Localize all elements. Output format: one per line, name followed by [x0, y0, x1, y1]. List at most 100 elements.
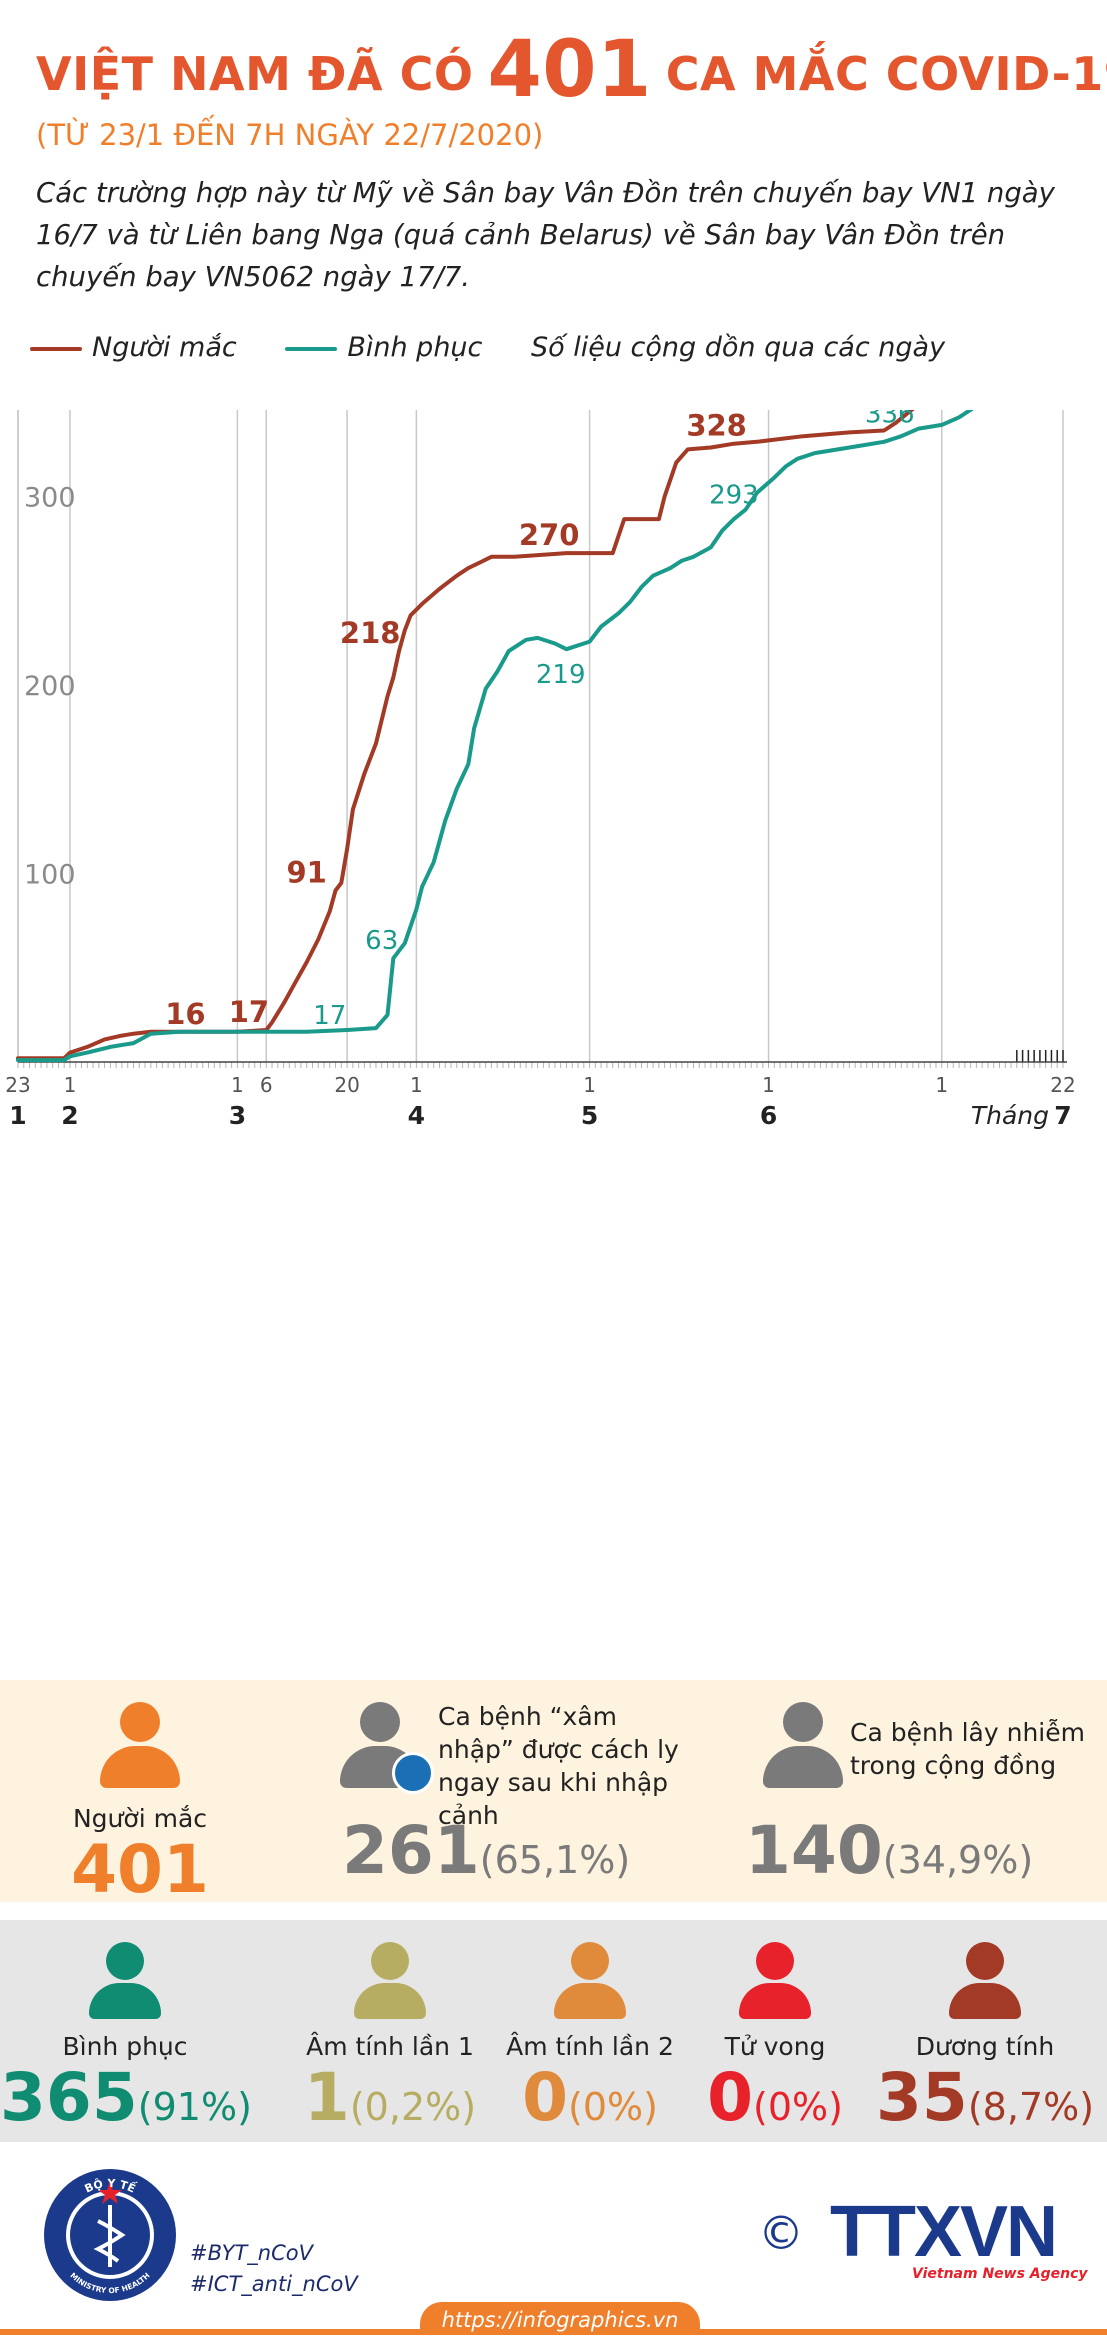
person-icon: [354, 1942, 426, 2020]
data-label-recovered: 336: [865, 410, 915, 430]
hashtags: #BYT_nCoV #ICT_anti_nCoV: [190, 2238, 358, 2300]
stat-value-group: 0(0%): [490, 2061, 690, 2135]
stat-value: 261: [342, 1812, 480, 1889]
source-url[interactable]: https://infographics.vn: [420, 2302, 700, 2335]
page-title: VIỆT NAM ĐÃ CÓ 401 CA MẮC COVID-19: [36, 30, 1107, 114]
stat-deaths: Tử vong 0(0%): [690, 1942, 860, 2135]
data-label-cases: 91: [286, 855, 326, 889]
x-tick-day-label: 20: [334, 1073, 359, 1097]
legend-cases-swatch: [30, 346, 82, 351]
globe-icon: [392, 1752, 434, 1794]
cumulative-line-chart: 10020030040023112136201415161227Tháng 16…: [5, 410, 1076, 1131]
stat-label: Ca bệnh “xâm nhập” được cách ly ngay sau…: [438, 1702, 679, 1830]
hashtag-byt[interactable]: #BYT_nCoV: [190, 2241, 313, 2265]
data-label-cases: 328: [686, 410, 747, 443]
legend-cases-label: Người mắc: [92, 332, 237, 363]
stat-percent: (65,1%): [479, 1838, 631, 1882]
ttxvn-wordmark: TTXVN: [830, 2192, 1058, 2272]
x-tick-day-label: 1: [935, 1073, 948, 1097]
stat-value-group: 0(0%): [690, 2061, 860, 2135]
stat-value: 0: [522, 2059, 568, 2136]
ministry-of-health-logo: BỘ Y TẾ MINISTRY OF HEALTH: [44, 2169, 176, 2301]
x-tick-month-label: 7: [1054, 1101, 1071, 1130]
stat-value-group: 140(34,9%): [745, 1814, 1033, 1888]
title-prefix: VIỆT NAM ĐÃ CÓ: [36, 47, 474, 101]
person-icon: [949, 1942, 1021, 2020]
data-label-cases: 218: [340, 616, 401, 650]
series-line-recovered: [16, 410, 974, 1063]
person-icon: [100, 1702, 180, 1790]
data-label-recovered: 293: [709, 481, 759, 511]
stat-value-group: 35(8,7%): [870, 2061, 1100, 2135]
stat-value: 401: [71, 1831, 209, 1908]
person-globe-icon: [340, 1702, 434, 1794]
stat-label: Người mắc: [72, 1804, 208, 1833]
footer-bar: https://infographics.vn: [0, 2302, 1107, 2335]
stat-label: Âm tính lần 2: [506, 2032, 674, 2061]
person-icon: [554, 1942, 626, 2020]
stat-percent: (0%): [753, 2085, 843, 2129]
x-tick-month-label: 3: [229, 1101, 246, 1130]
stat-percent: (34,9%): [882, 1838, 1034, 1882]
stat-label: Ca bệnh lây nhiễm trong cộng đồng: [850, 1718, 1085, 1780]
title-number: 401: [487, 25, 652, 115]
series-line-cases: [16, 410, 915, 1061]
ministry-name-vi: BỘ Y TẾ: [83, 2177, 139, 2196]
chart-legend: Người mắc Bình phục Số liệu cộng dồn qua…: [30, 332, 985, 363]
y-tick-label: 300: [24, 483, 76, 514]
y-tick-label: 100: [24, 860, 76, 891]
caduceus-icon: [93, 2205, 126, 2267]
stat-percent: (91%): [137, 2085, 252, 2129]
data-label-cases: 17: [229, 995, 269, 1029]
chart-series: [16, 410, 974, 1063]
x-tick-day-label: 6: [260, 1073, 273, 1097]
stat-percent: (8,7%): [967, 2085, 1095, 2129]
stat-value: 365: [0, 2059, 138, 2136]
chart-data-labels: 1617912182703283554011763219293336365: [165, 410, 915, 1031]
hashtag-ict[interactable]: #ICT_anti_nCoV: [190, 2272, 358, 2296]
stat-value-group: 365(91%): [0, 2059, 252, 2136]
stat-label: Âm tính lần 1: [306, 2032, 474, 2061]
ttxvn-logo: TTXVN Vietnam News Agency: [830, 2196, 1088, 2282]
stats-panel-outcome: Bình phục 365(91%) Âm tính lần 1 1(0,2%)…: [0, 1920, 1107, 2142]
legend-cases: Người mắc: [30, 332, 237, 363]
stat-value: 0: [707, 2059, 753, 2136]
star-icon: [98, 2181, 122, 2204]
x-tick-day-label: 1: [231, 1073, 244, 1097]
data-label-cases: 270: [519, 518, 580, 552]
stat-recovered: Bình phục 365(91%): [0, 1942, 252, 2136]
x-tick-day-label: 1: [410, 1073, 423, 1097]
x-tick-day-label: 22: [1050, 1073, 1075, 1097]
y-tick-label: 200: [24, 671, 76, 702]
stat-value-group: 261(65,1%): [342, 1814, 630, 1888]
person-icon: [739, 1942, 811, 2020]
stat-value-group: 1(0,2%): [290, 2061, 490, 2135]
legend-recovered-label: Bình phục: [347, 332, 483, 363]
title-suffix: CA MẮC COVID-19: [665, 47, 1107, 101]
person-icon: [89, 1942, 161, 2020]
x-axis-month-prefix: Tháng: [971, 1101, 1049, 1130]
legend-note: Số liệu cộng dồn qua các ngày: [530, 332, 946, 363]
person-icon: [763, 1702, 843, 1790]
stat-percent: (0,2%): [349, 2085, 477, 2129]
stat-total-cases: Người mắc 401: [40, 1702, 240, 1907]
chart-grid: [17, 410, 1064, 1062]
stat-negative-1: Âm tính lần 1 1(0,2%): [290, 1942, 490, 2135]
x-tick-day-label: 1: [762, 1073, 775, 1097]
data-label-recovered: 219: [536, 660, 586, 690]
stat-label: Tử vong: [724, 2032, 826, 2061]
description: Các trường hợp này từ Mỹ về Sân bay Vân …: [36, 177, 1055, 293]
x-tick-month-label: 4: [408, 1101, 425, 1130]
copyright-icon: ©: [758, 2206, 804, 2260]
x-tick-day-label: 1: [583, 1073, 596, 1097]
stat-value: 140: [745, 1812, 883, 1889]
stat-value: 1: [303, 2059, 350, 2136]
legend-recovered: Bình phục: [285, 332, 482, 363]
stat-label: Bình phục: [62, 2032, 188, 2061]
data-label-cases: 16: [165, 997, 205, 1031]
chart-axes: 10020030040023112136201415161227Tháng: [5, 483, 1075, 1131]
ttxvn-subtitle: Vietnam News Agency: [912, 2266, 1088, 2282]
x-tick-month-label: 1: [9, 1101, 26, 1130]
legend-recovered-swatch: [285, 346, 338, 351]
x-tick-day-label: 23: [5, 1073, 30, 1097]
